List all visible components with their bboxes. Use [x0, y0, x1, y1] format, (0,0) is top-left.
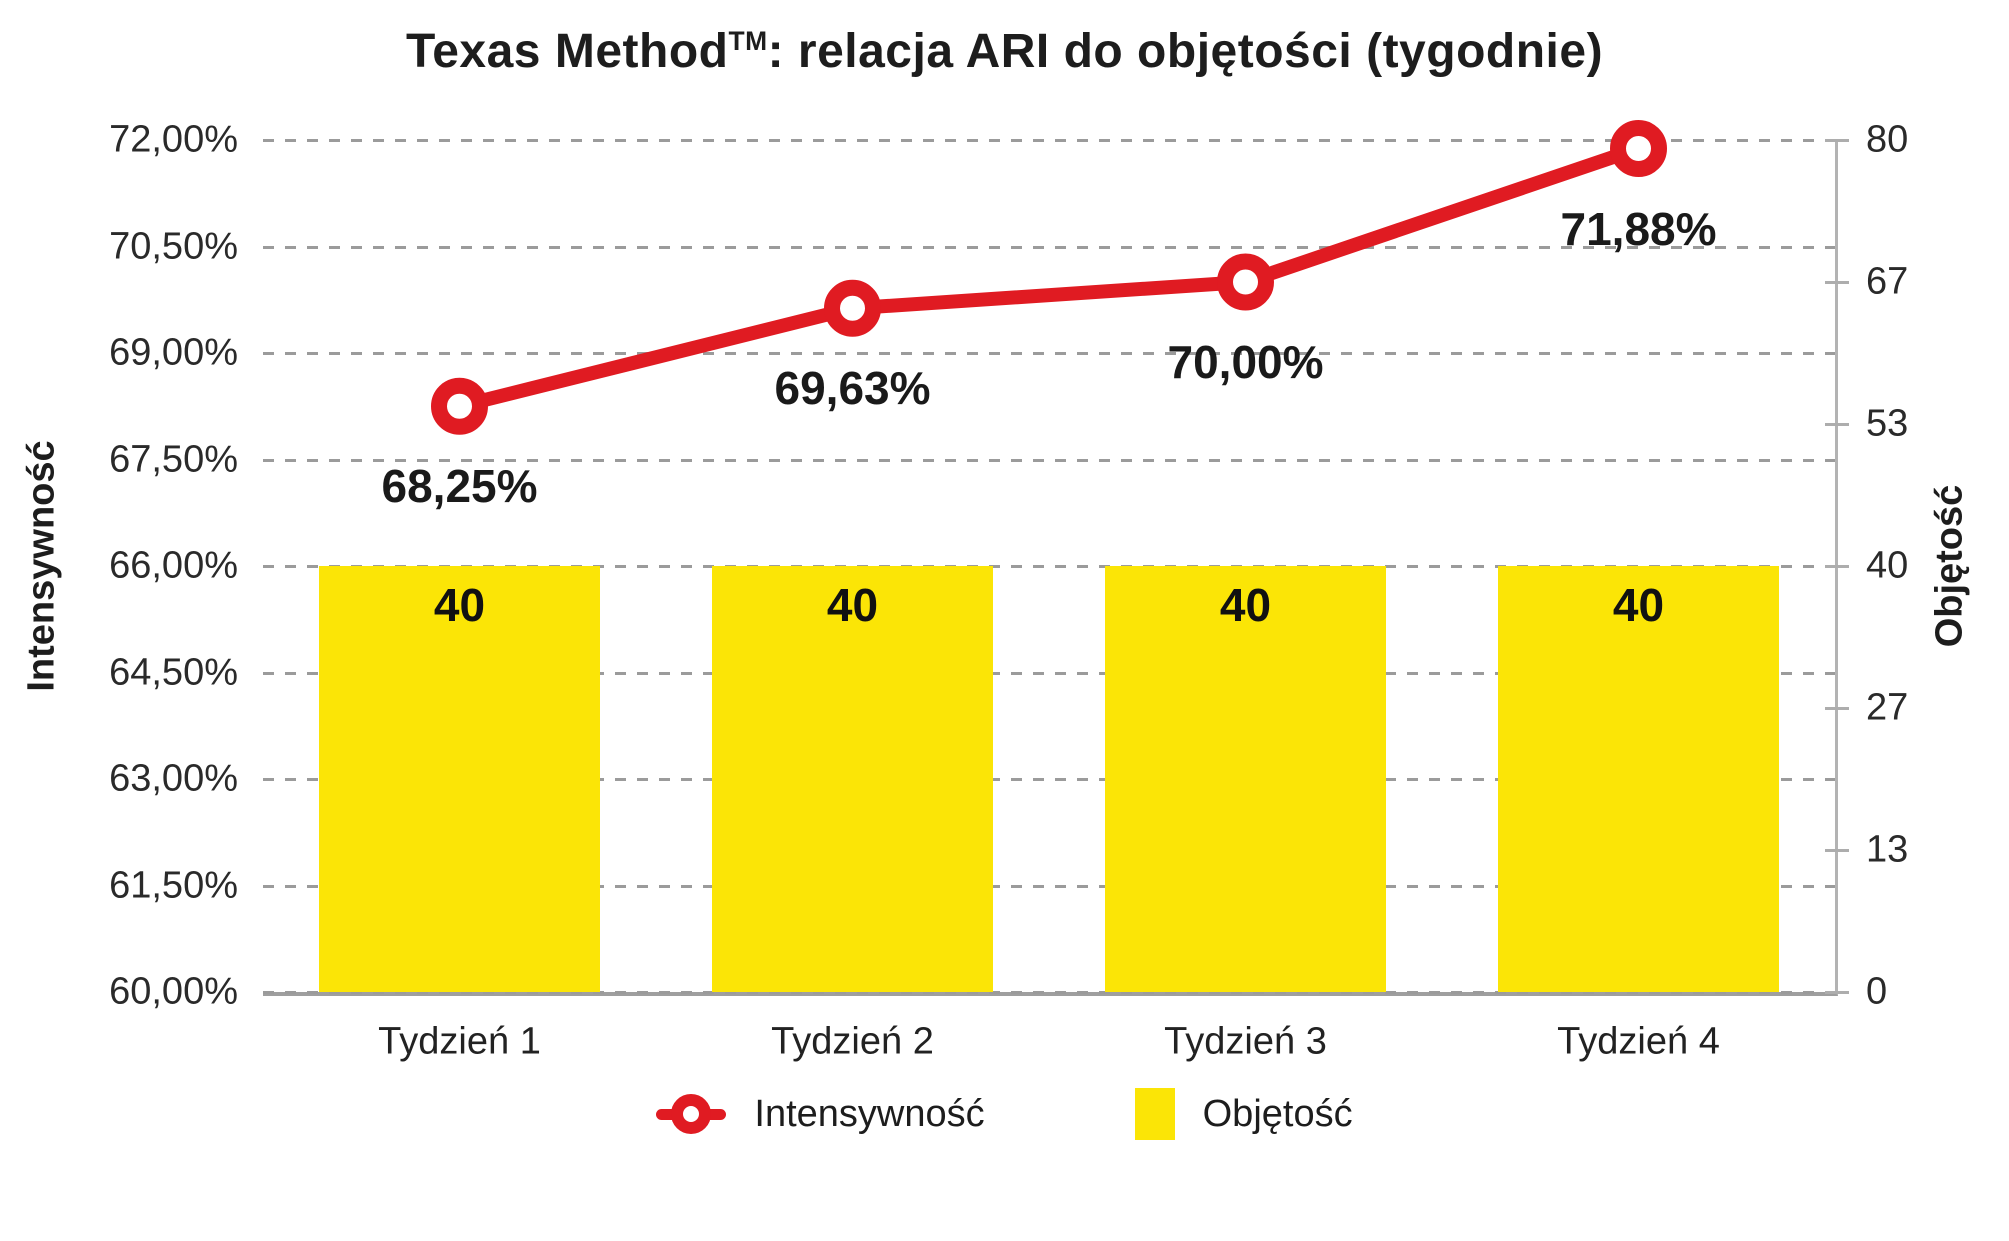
left-axis-tick-label: 72,00% — [109, 118, 238, 161]
right-axis-tick-label: 27 — [1866, 686, 1909, 729]
bar — [1105, 566, 1386, 992]
line-point-marker-icon — [431, 377, 488, 435]
left-axis-title: Intensywność — [20, 440, 63, 692]
intensity-line-series — [431, 120, 1667, 435]
left-axis-tick-label: 69,00% — [109, 331, 238, 374]
right-axis-tick-mark — [1825, 565, 1849, 568]
gridline — [263, 565, 1835, 568]
right-axis-tick-mark — [1825, 423, 1849, 426]
gridline — [263, 458, 1835, 462]
right-axis-tick-mark — [1825, 849, 1849, 852]
left-axis-tick-label: 60,00% — [109, 970, 238, 1013]
line-point-value-label: 70,00% — [1167, 336, 1324, 388]
bar-value-label: 40 — [1219, 579, 1272, 631]
line-point-value-label: 71,88% — [1560, 202, 1717, 255]
bar — [1498, 566, 1779, 992]
bar-value-label: 40 — [826, 579, 879, 631]
line-point-value-label: 68,25% — [381, 460, 538, 513]
gridline — [263, 352, 1835, 355]
bar-series-legend-icon — [1134, 1088, 1175, 1140]
right-axis-tick-mark — [1825, 281, 1849, 284]
x-axis-label: Tydzień 2 — [771, 1020, 934, 1063]
x-axis-label: Tydzień 1 — [378, 1020, 541, 1063]
legend-label-intensywnosc: Intensywność — [754, 1092, 985, 1135]
gridline — [263, 671, 1835, 675]
gridline — [263, 245, 1835, 249]
left-axis-tick-label: 67,50% — [109, 438, 238, 480]
left-axis-tick-label: 61,50% — [109, 864, 238, 906]
line-point-marker-icon — [824, 279, 881, 337]
right-axis-tick-label: 53 — [1866, 402, 1909, 445]
legend-item-intensywnosc: Intensywność — [656, 1092, 985, 1136]
chart-title-main: Texas Method — [405, 25, 729, 78]
gridline — [263, 139, 1835, 142]
line-point-value-label: 69,63% — [774, 362, 931, 415]
right-axis-tick-label: 0 — [1866, 970, 1888, 1013]
legend: Intensywność Objętość — [0, 1088, 2009, 1140]
right-axis-tick-mark — [1825, 991, 1849, 994]
trademark-superscript: TM — [728, 26, 768, 56]
right-axis-tick-label: 13 — [1866, 828, 1909, 871]
legend-ring-marker-icon — [671, 1094, 712, 1134]
gridline — [263, 884, 1835, 888]
gridline — [263, 778, 1835, 781]
line-point-marker-icon — [1610, 120, 1667, 178]
left-axis-tick-label: 64,50% — [109, 651, 238, 693]
plot-area: 40 40 40 40 68,25% 69,63% 70,00% 71,88% — [263, 120, 1838, 996]
right-axis-tick-label: 67 — [1866, 260, 1909, 303]
bar — [712, 566, 993, 992]
left-axis-tick-label: 70,50% — [109, 225, 238, 267]
bar — [319, 566, 600, 992]
legend-label-objetosc: Objętość — [1202, 1092, 1353, 1135]
gridline — [263, 991, 1835, 994]
chart-title: Texas MethodTM: relacja ARI do objętości… — [0, 24, 2009, 79]
right-axis-tick-label: 40 — [1866, 544, 1909, 587]
right-axis-tick-mark — [1825, 139, 1849, 142]
right-axis-tick-label: 80 — [1866, 118, 1909, 161]
line-series-legend-icon — [656, 1092, 727, 1136]
left-axis-tick-label: 63,00% — [109, 757, 238, 800]
bar-value-label: 40 — [433, 579, 486, 631]
x-axis-label: Tydzień 3 — [1164, 1020, 1327, 1063]
legend-item-objetosc: Objętość — [1134, 1088, 1353, 1140]
x-axis-label: Tydzień 4 — [1557, 1020, 1720, 1063]
line-path — [457, 141, 1641, 414]
bar-value-label: 40 — [1612, 579, 1665, 631]
chart-title-rest: : relacja ARI do objętości (tygodnie) — [767, 25, 1604, 78]
right-axis-tick-mark — [1825, 707, 1849, 710]
line-point-marker-icon — [1217, 253, 1274, 311]
left-axis-tick-label: 66,00% — [109, 544, 238, 587]
right-axis-title: Objętość — [1928, 484, 1971, 648]
